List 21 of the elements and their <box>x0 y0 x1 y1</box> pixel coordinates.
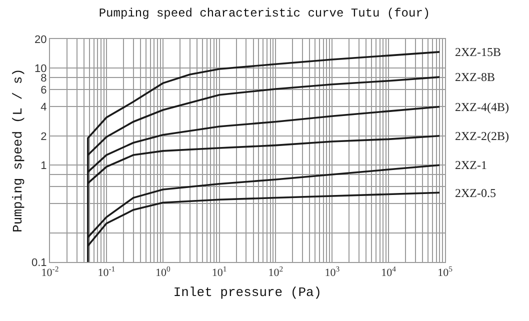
x-tick-label: 10$^{0}$ <box>155 264 170 280</box>
y-tick-label: 6 <box>40 84 47 97</box>
y-tick-label: 2 <box>40 130 47 143</box>
x-tick-label: 10$^{-1}$ <box>98 264 116 280</box>
series-label: 2XZ-2(2B) <box>455 129 509 143</box>
x-tick-label: 10$^{4}$ <box>381 264 396 280</box>
series-label: 2XZ-4(4B) <box>455 100 509 114</box>
y-tick-label: 4 <box>40 102 47 114</box>
chart-title: Pumping speed characteristic curve Tutu (four) <box>98 6 430 20</box>
x-tick-label: 10$^{5}$ <box>438 264 453 280</box>
y-tick-label: 1 <box>40 160 47 172</box>
x-tick-label: 10$^{3}$ <box>324 264 340 280</box>
series-label: 2XZ-15B <box>455 45 501 59</box>
x-tick-label: 10$^{1}$ <box>212 264 227 280</box>
series-label: 2XZ-8B <box>455 70 495 84</box>
y-tick-label: 20 <box>34 34 47 46</box>
x-tick-label: 10$^{2}$ <box>268 264 284 280</box>
series-label: 2XZ-0.5 <box>455 186 496 200</box>
x-axis-title: Inlet pressure (Pa) <box>173 284 322 300</box>
series-label: 2XZ-1 <box>455 158 487 172</box>
y-axis-title: Pumping speed (L / s) <box>10 68 26 232</box>
